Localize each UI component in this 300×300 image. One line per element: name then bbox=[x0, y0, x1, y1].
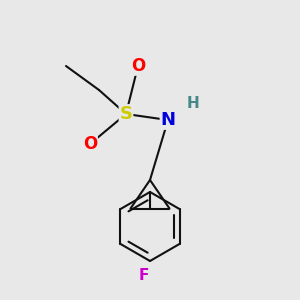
Text: O: O bbox=[83, 135, 97, 153]
Text: H: H bbox=[187, 96, 200, 111]
Text: S: S bbox=[119, 105, 133, 123]
Text: O: O bbox=[131, 57, 145, 75]
Text: F: F bbox=[139, 268, 149, 284]
Text: N: N bbox=[160, 111, 175, 129]
